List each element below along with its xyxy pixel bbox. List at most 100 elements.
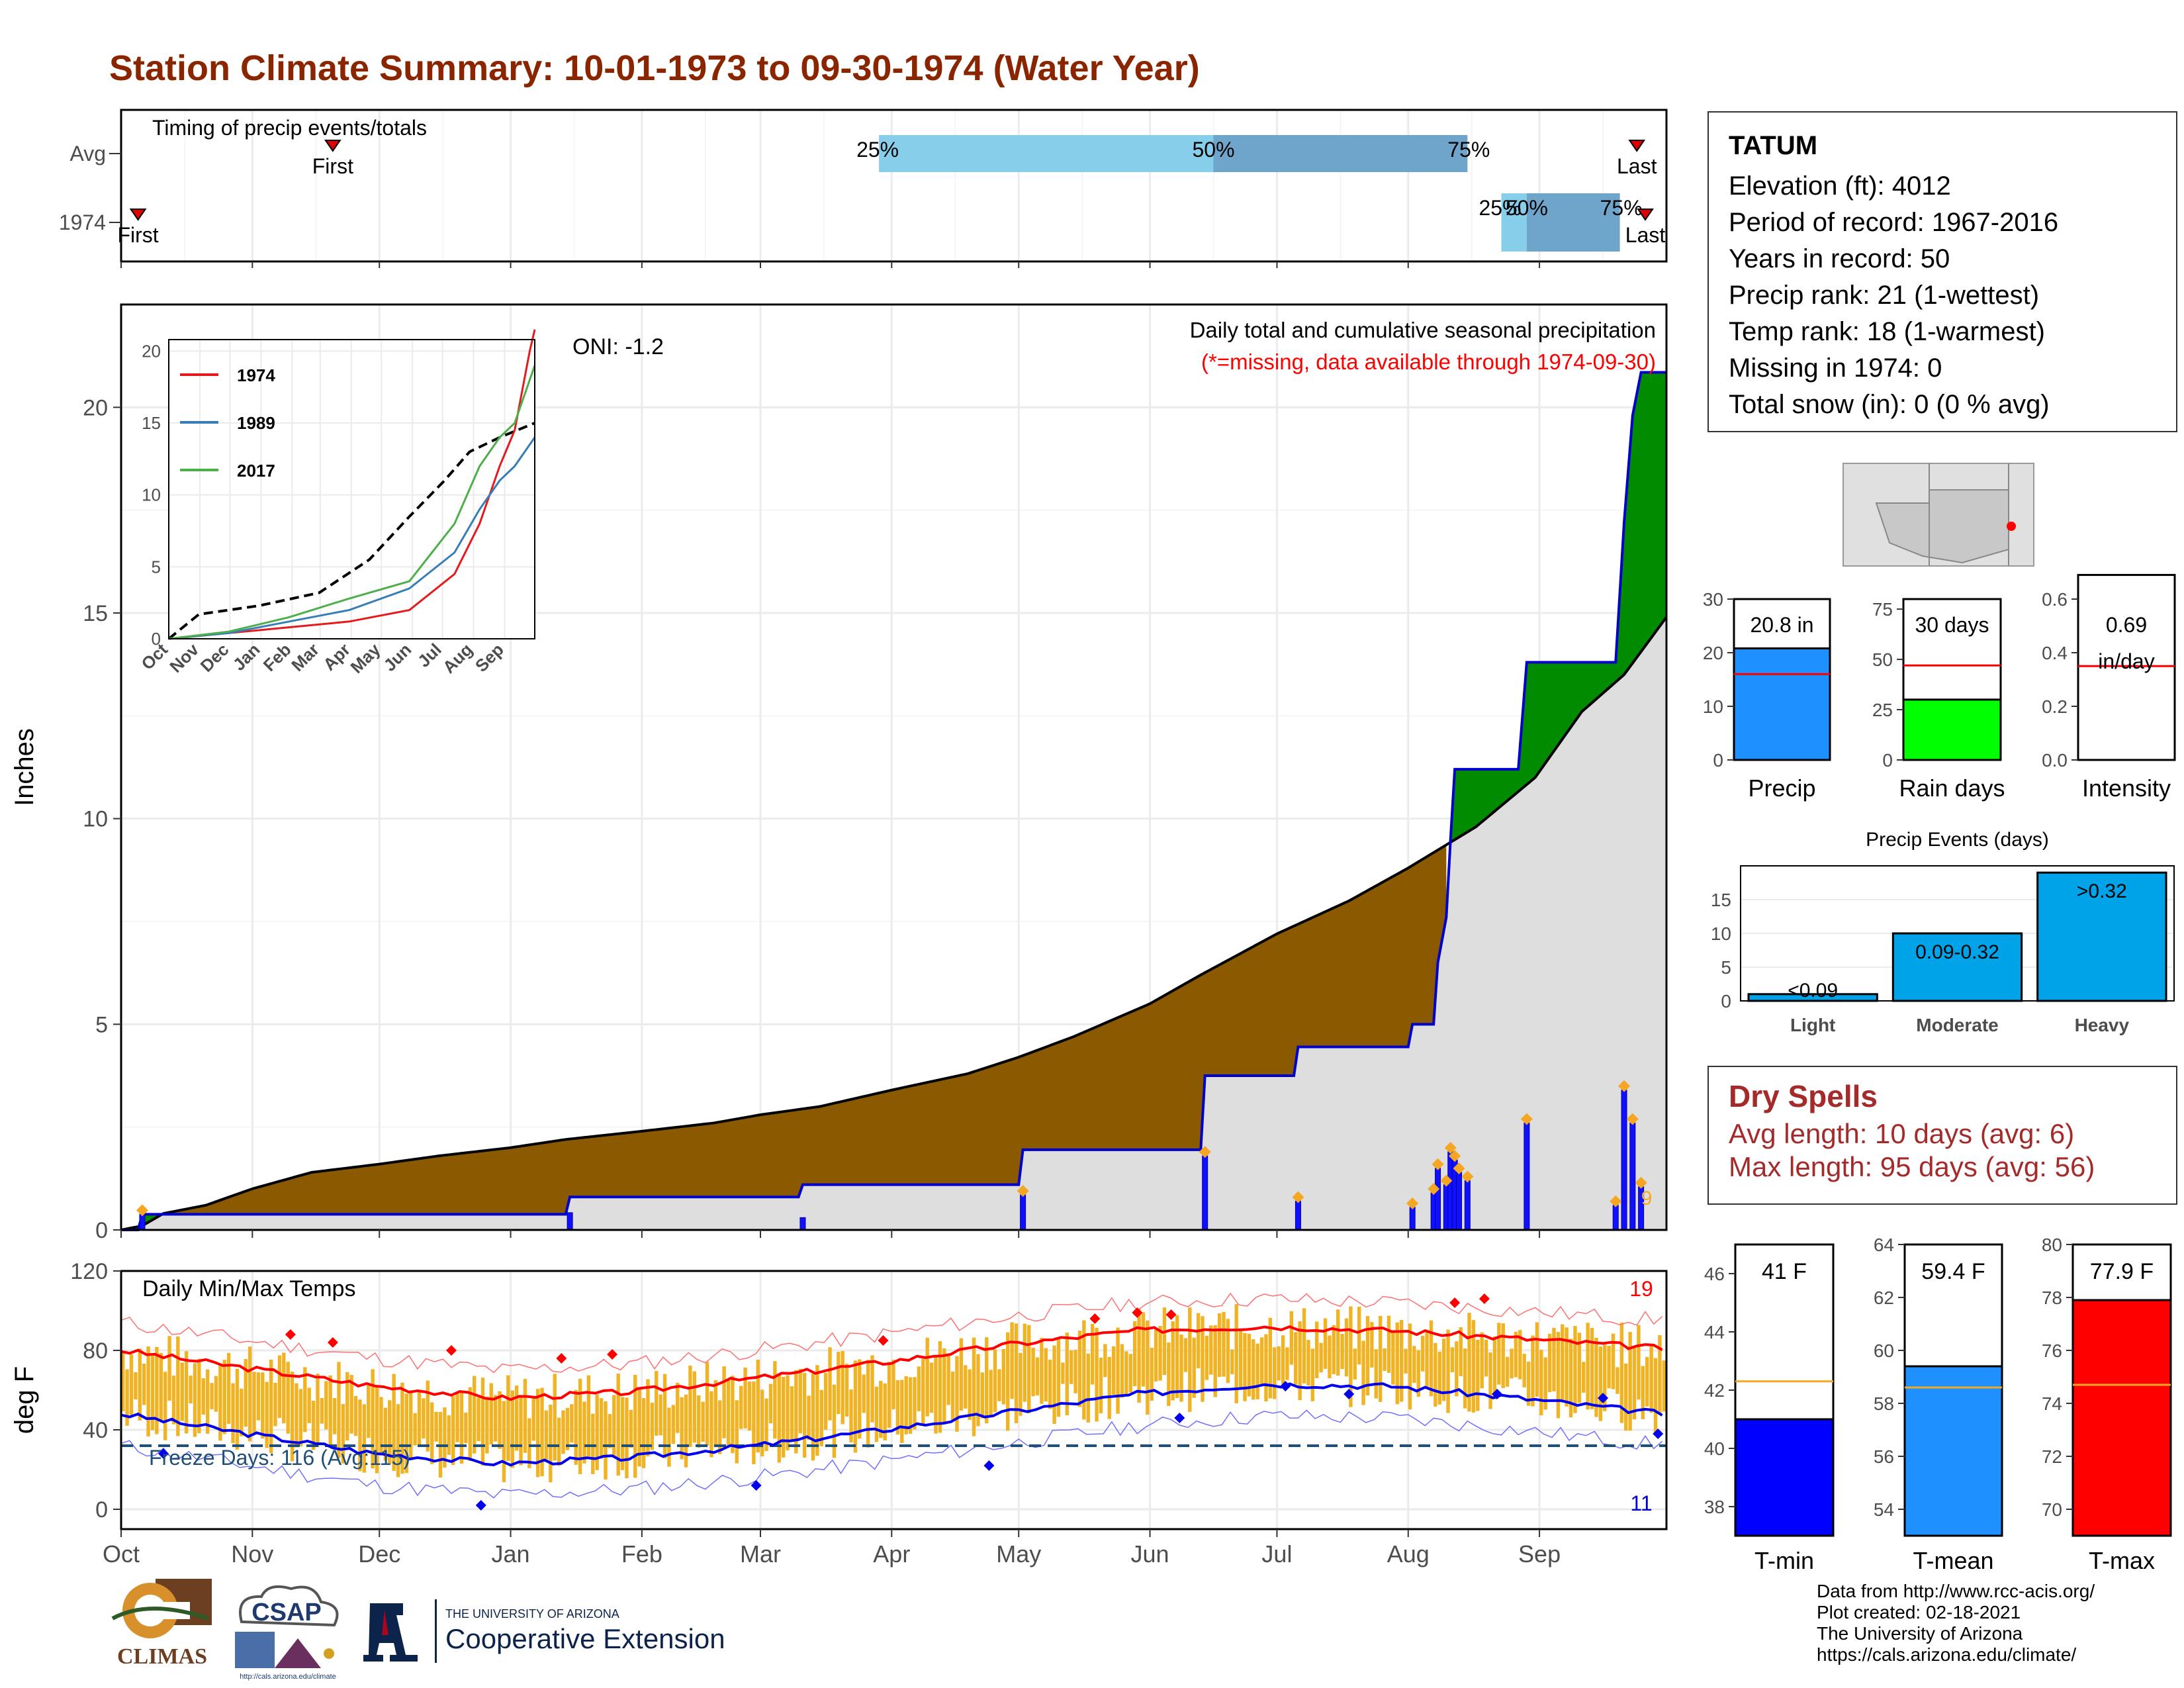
record-high-marker (1479, 1293, 1490, 1304)
daily-temp-range (993, 1349, 997, 1413)
daily-temp-range (320, 1397, 324, 1424)
daily-temp-range (1510, 1348, 1514, 1379)
credit-line: The University of Arizona (1817, 1623, 2023, 1644)
daily-temp-range (828, 1347, 832, 1421)
daily-temp-range (1132, 1321, 1137, 1387)
y-tick-label: 0 (95, 1218, 108, 1243)
daily-temp-range (1332, 1325, 1336, 1374)
daily-temp-range (1365, 1316, 1370, 1395)
daily-temp-range (523, 1378, 527, 1453)
daily-temp-range (1514, 1331, 1518, 1378)
record-low-marker (1653, 1429, 1664, 1439)
daily-temp-range (316, 1374, 320, 1447)
daily-temp-range (620, 1397, 625, 1470)
daily-temp-range (676, 1382, 680, 1433)
daily-temp-range (1357, 1307, 1361, 1365)
daily-temp-range (709, 1391, 713, 1458)
daily-temp-range (1192, 1337, 1196, 1398)
timing-row-label: Avg (69, 142, 106, 165)
daily-temp-range (1450, 1347, 1455, 1373)
heavy-event-marker (136, 1204, 148, 1217)
inset-y-tick: 15 (142, 413, 161, 433)
daily-temp-range (409, 1390, 413, 1460)
daily-temp-range (464, 1412, 468, 1444)
average-cumulative-line (120, 616, 1668, 1231)
event-category-label: Heavy (2075, 1015, 2130, 1035)
station-info-row: Period of record: 1967-2016 (1729, 208, 2059, 237)
inset-legend-label: 1974 (237, 365, 275, 385)
daily-temp-range (472, 1376, 477, 1454)
daily-temp-range (417, 1392, 422, 1447)
credit-line: Plot created: 02-18-2021 (1817, 1602, 2021, 1622)
totals-category-label: Precip (1748, 774, 1815, 802)
daily-temp-range (447, 1415, 451, 1455)
daily-temp-range (527, 1418, 531, 1468)
daily-temp-range (443, 1407, 447, 1468)
daily-temp-range (680, 1397, 684, 1460)
daily-temp-range (1349, 1306, 1353, 1407)
y-tick-label: 15 (83, 601, 108, 626)
daily-temp-range (832, 1384, 837, 1458)
daily-temp-range (1433, 1342, 1437, 1407)
daily-temp-range (815, 1365, 819, 1456)
timing-bar-early (1501, 193, 1527, 252)
daily-temp-range (396, 1404, 400, 1477)
daily-temp-range (1565, 1327, 1569, 1407)
event-bar-label: >0.32 (2077, 880, 2127, 902)
daily-temp-range (1171, 1321, 1175, 1401)
daily-temp-range (1222, 1311, 1226, 1377)
totals-category-label: Rain days (1899, 774, 2005, 802)
daily-temp-range (743, 1367, 747, 1429)
heavy-event-marker (1635, 1176, 1647, 1189)
daily-temp-range (722, 1366, 726, 1438)
first-event-marker (129, 209, 147, 221)
daily-temp-range (540, 1387, 544, 1477)
timing-p50-label: 50% (1506, 196, 1548, 220)
timing-p25-label: 25% (856, 138, 899, 162)
daily-temp-range (244, 1359, 248, 1427)
daily-temp-range (1653, 1358, 1658, 1432)
daily-temp-range (1010, 1322, 1014, 1399)
daily-temp-range (1264, 1334, 1268, 1402)
daily-temp-range (277, 1355, 282, 1419)
station-info-row: Temp rank: 18 (1-warmest) (1729, 317, 2045, 346)
timing-bar-early (879, 135, 1214, 172)
daily-temp-range (269, 1360, 273, 1454)
record-low-marker (1174, 1413, 1185, 1423)
daily-temp-range (1531, 1335, 1535, 1407)
csap-logo-text: CSAP (251, 1599, 322, 1626)
inset-y-tick: 5 (152, 557, 161, 577)
daily-temp-range (955, 1356, 959, 1432)
daily-temp-range (1391, 1332, 1395, 1385)
daily-temp-range (692, 1371, 697, 1443)
daily-temp-range (256, 1372, 261, 1421)
daily-temp-range (201, 1378, 205, 1415)
daily-temp-range (150, 1354, 155, 1430)
daily-temp-range (205, 1369, 210, 1434)
daily-temp-range (298, 1389, 303, 1447)
daily-temp-range (1289, 1311, 1294, 1365)
daily-temp-range (426, 1380, 430, 1452)
daily-temp-range (646, 1379, 650, 1457)
daily-temp-range (891, 1360, 895, 1409)
oni-label: ONI: -1.2 (572, 334, 664, 359)
daily-temp-range (1082, 1320, 1086, 1420)
daily-temp-range (1255, 1343, 1259, 1399)
daily-precip-bar (1621, 1090, 1627, 1231)
heavy-event-marker (1199, 1146, 1211, 1158)
record-high-marker (1132, 1307, 1143, 1318)
daily-precip-bar (1295, 1201, 1301, 1231)
daily-temp-range (155, 1346, 159, 1434)
daily-temp-range (938, 1341, 942, 1433)
daily-temp-range (1298, 1321, 1302, 1401)
totals-value-label: 20.8 in (1750, 613, 1813, 637)
daily-temp-range (1099, 1357, 1103, 1414)
inset-y-tick: 0 (152, 629, 161, 649)
daily-temp-range (764, 1398, 768, 1452)
daily-temp-range (1035, 1357, 1040, 1396)
daily-temp-range (1437, 1351, 1441, 1405)
y-tick-label: 120 (70, 1259, 108, 1284)
daily-temp-range (1467, 1313, 1471, 1412)
record-high-marker (556, 1353, 567, 1364)
daily-temp-range (671, 1405, 676, 1444)
